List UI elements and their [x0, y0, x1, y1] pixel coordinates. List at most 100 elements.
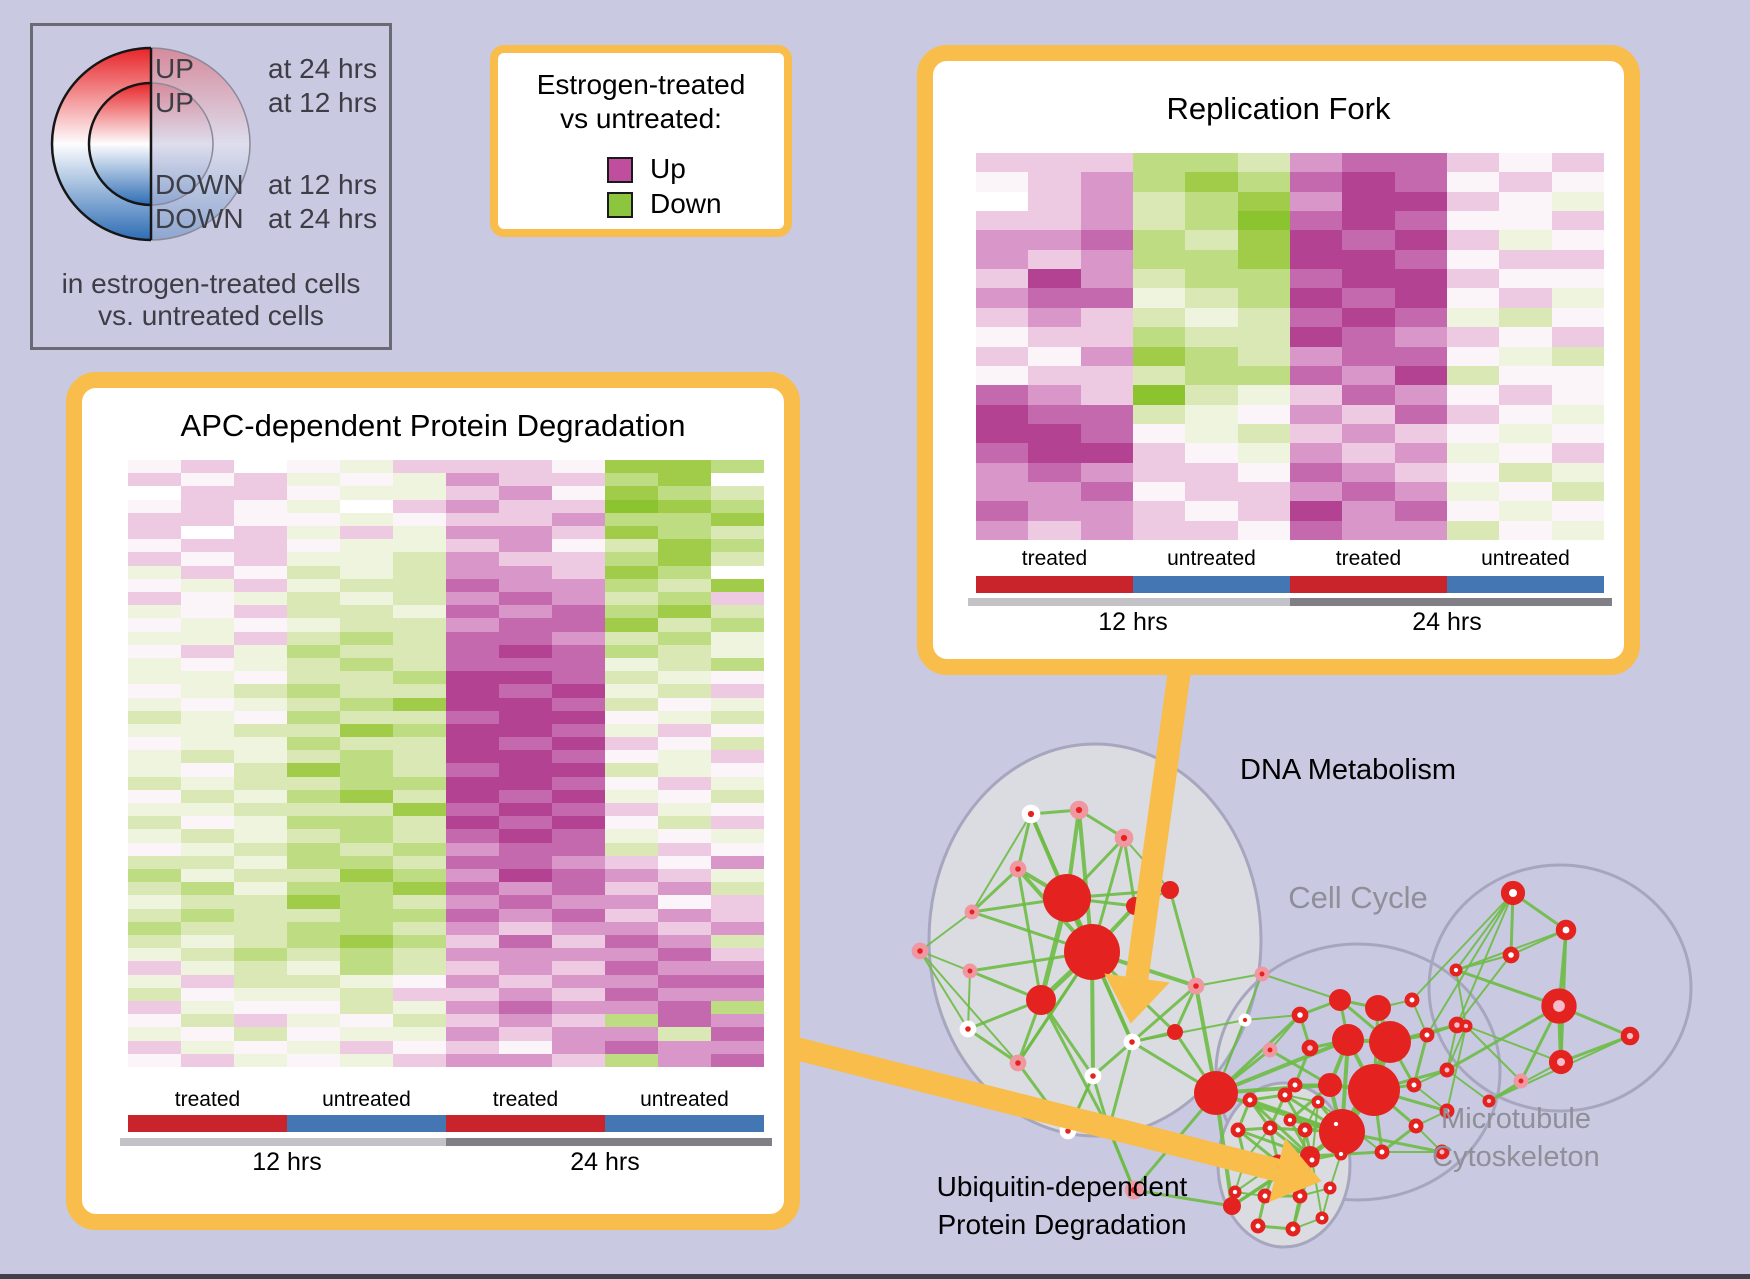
replication-fork-title: Replication Fork: [1166, 91, 1391, 126]
heatmap-cell: [446, 935, 499, 949]
heatmap-cell: [340, 1001, 393, 1015]
heatmap-cell: [1289, 481, 1343, 502]
network-node: [1439, 1103, 1455, 1119]
heatmap-cell: [605, 895, 658, 909]
network-node: [1292, 1188, 1308, 1204]
heatmap-cell: [393, 869, 446, 883]
heatmap-cell: [1499, 385, 1552, 405]
network-node: [1250, 1218, 1266, 1234]
heatmap-cell: [658, 948, 711, 962]
heatmap-cell: [340, 723, 393, 738]
heatmap-cell: [1028, 230, 1081, 250]
network-node: [1555, 919, 1577, 941]
heatmap-cell: [1394, 404, 1447, 424]
heatmap-cell: [340, 486, 393, 500]
heatmap-cell: [287, 1001, 340, 1015]
heatmap-cell: [1499, 327, 1552, 347]
heatmap-cell: [1237, 462, 1290, 482]
heatmap-cell: [446, 605, 499, 619]
heatmap-cell: [552, 895, 605, 909]
heatmap-cell: [181, 895, 234, 909]
heatmap-cell: [658, 486, 711, 500]
heatmap-cell: [234, 525, 287, 540]
heatmap-cell: [128, 565, 181, 579]
heatmap-cell: [287, 908, 340, 922]
arrow-replication-to-dna: [1125, 650, 1194, 980]
heatmap-cell: [658, 723, 711, 738]
heatmap-cell: [234, 697, 287, 711]
heatmap-cell: [181, 737, 234, 751]
heatmap-cell: [711, 473, 764, 487]
heatmap-cell: [340, 974, 393, 988]
heatmap-cell: [552, 737, 605, 751]
heatmap-cell: [234, 895, 287, 909]
heatmap-cell: [1394, 249, 1447, 270]
heatmap-cell: [658, 961, 711, 975]
heatmap-cell: [128, 525, 181, 540]
heatmap-cell: [711, 816, 764, 830]
condition-bar-segment: [128, 1115, 287, 1132]
heatmap-cell: [446, 1001, 499, 1015]
heatmap-cell: [181, 842, 234, 856]
heatmap-cell: [1132, 365, 1186, 386]
heatmap-cell: [181, 855, 234, 870]
heatmap-cell: [499, 684, 552, 698]
heatmap-cell: [1080, 288, 1133, 308]
condition-label: treated: [1021, 547, 1088, 570]
heatmap-cell: [552, 750, 605, 764]
heatmap-cell: [287, 895, 340, 909]
heatmap-cell: [499, 789, 552, 804]
heatmap-cell: [1237, 365, 1290, 386]
heatmap-cell: [976, 288, 1029, 308]
heatmap-cell: [128, 697, 181, 711]
heatmap-cell: [1551, 288, 1604, 308]
heatmap-cell: [1342, 269, 1395, 289]
heatmap-cell: [1551, 211, 1604, 231]
heatmap-cell: [181, 591, 234, 606]
heatmap-cell: [499, 631, 552, 645]
network-edge: [1195, 973, 1263, 987]
heatmap-cell: [976, 172, 1029, 192]
heatmap-cell: [658, 512, 711, 526]
heatmap-cell: [1394, 462, 1447, 482]
heatmap-cell: [976, 423, 1029, 444]
time-bar-segment: [446, 1138, 772, 1146]
heatmap-cell: [234, 473, 287, 487]
heatmap-cell: [1080, 443, 1133, 463]
heatmap-cell: [393, 512, 446, 526]
heatmap-cell: [446, 499, 499, 513]
heatmap-cell: [1028, 249, 1081, 270]
heatmap-cell: [605, 539, 658, 553]
heatmap-cell: [605, 1040, 658, 1054]
heatmap-cell: [446, 460, 499, 474]
heatmap-cell: [499, 882, 552, 896]
heatmap-cell: [1394, 307, 1447, 328]
heatmap-cell: [1289, 385, 1343, 405]
heatmap-cell: [234, 763, 287, 777]
heatmap-cell: [499, 908, 552, 922]
heatmap-cell: [658, 842, 711, 856]
heatmap-cell: [340, 631, 393, 645]
heatmap-cell: [446, 1040, 499, 1054]
condition-bar-segment: [605, 1115, 764, 1132]
heatmap-cell: [1551, 462, 1604, 482]
heatmap-cell: [711, 1001, 764, 1015]
heatmap-cell: [658, 697, 711, 711]
network-edge: [1456, 954, 1512, 1026]
heatmap-cell: [658, 499, 711, 513]
heatmap-cell: [340, 895, 393, 909]
heatmap-cell: [234, 816, 287, 830]
heatmap-cell: [499, 803, 552, 817]
heatmap-cell: [552, 974, 605, 988]
heatmap-cell: [1342, 462, 1395, 482]
heatmap-cell: [1446, 288, 1500, 308]
heatmap-cell: [552, 935, 605, 949]
heatmap-cell: [1132, 346, 1186, 366]
heatmap-cell: [499, 895, 552, 909]
heatmap-cell: [393, 671, 446, 685]
heatmap-cell: [1394, 211, 1447, 231]
heatmap-cell: [1394, 385, 1447, 405]
network-node: [1434, 1144, 1450, 1160]
network-node: [1329, 989, 1351, 1011]
heatmap-cell: [446, 750, 499, 764]
